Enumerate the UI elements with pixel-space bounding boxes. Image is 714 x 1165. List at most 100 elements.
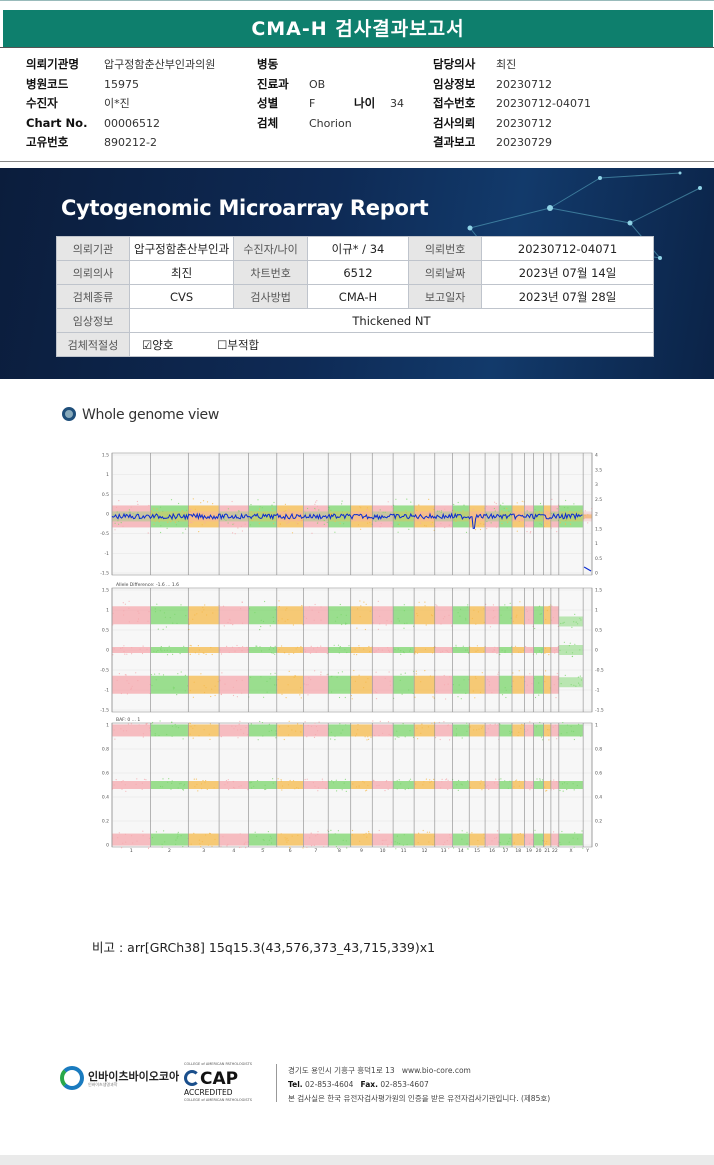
data-point [465,617,467,619]
data-point [170,499,173,501]
data-point [567,507,569,509]
data-band [533,675,544,694]
data-point [547,511,549,514]
data-point [334,520,336,523]
data-band [351,606,372,625]
data-point [138,724,140,726]
table-row: 검체적절성 ☑양호 ☐부적합 [56,332,655,357]
data-point [363,601,365,603]
y2-tick-label: -1 [595,688,600,694]
data-point [416,612,418,615]
data-point [431,722,433,724]
data-point [166,649,168,651]
data-point [268,839,270,841]
data-point [239,833,241,835]
data-point [304,721,306,723]
data-point [399,679,401,681]
data-point [405,512,407,514]
data-point [430,523,432,525]
data-point [113,648,115,650]
data-band [524,833,534,846]
data-point [338,652,340,654]
chromosome-label: 16 [489,848,495,854]
data-point [554,724,556,726]
data-point [378,784,380,786]
data-point [573,738,575,741]
data-point [240,729,242,731]
data-band [485,606,499,625]
data-point [407,787,410,790]
data-point [531,839,533,841]
data-point [260,676,262,678]
data-point [160,648,162,650]
data-point [234,787,236,789]
data-point [396,736,398,738]
data-band [485,724,499,737]
data-band [219,724,249,737]
y-tick-label: 0 [106,843,109,849]
data-point [217,681,219,683]
data-point [122,780,124,782]
data-point [572,837,574,839]
data-band [469,781,485,789]
y2-tick-label: 0.8 [595,747,602,753]
data-point [322,780,324,782]
data-point [353,669,355,672]
data-band [414,606,435,625]
data-point [345,790,347,792]
table-value: CVS [128,284,235,309]
data-point [132,842,134,844]
data-point [462,645,464,647]
data-point [287,784,290,786]
data-point [563,621,565,623]
data-point [388,733,390,735]
data-point [224,784,226,786]
label-clinical-info: 임상정보 [433,76,476,91]
data-point [409,650,411,652]
data-point [366,739,368,741]
data-point [353,653,355,655]
data-band [499,781,512,789]
data-band [543,675,551,694]
data-point [177,835,179,837]
data-point [128,509,130,511]
data-band [435,781,453,789]
data-point [125,513,127,515]
table-value: 이규* / 34 [306,236,410,261]
data-band [219,675,249,694]
data-point [518,731,520,733]
data-point [497,724,499,726]
data-point [431,615,433,617]
data-point [579,684,581,686]
data-point [475,678,477,680]
data-point [457,696,459,698]
data-band [452,511,469,522]
data-point [292,514,294,516]
data-point [156,603,158,605]
data-point [405,509,407,511]
checkbox-empty-icon: ☐ [217,337,228,352]
data-point [506,842,508,845]
data-point [314,503,316,505]
data-point [265,788,267,790]
data-point [525,646,527,648]
data-point [509,602,511,604]
data-point [520,727,522,729]
data-point [418,504,420,506]
data-point [539,779,541,781]
data-band [150,647,188,653]
data-point [151,723,153,725]
data-point [474,676,476,678]
data-point [568,645,570,647]
data-point [126,653,128,655]
y2-tick-label: 1.5 [595,526,602,532]
data-point [391,841,393,843]
data-point [215,518,217,520]
data-point [481,726,483,728]
data-point [403,834,405,836]
data-point [584,510,586,512]
data-point [115,779,117,781]
data-point [334,833,336,835]
chromosome-label: 1 [130,848,133,854]
data-point [177,787,179,789]
